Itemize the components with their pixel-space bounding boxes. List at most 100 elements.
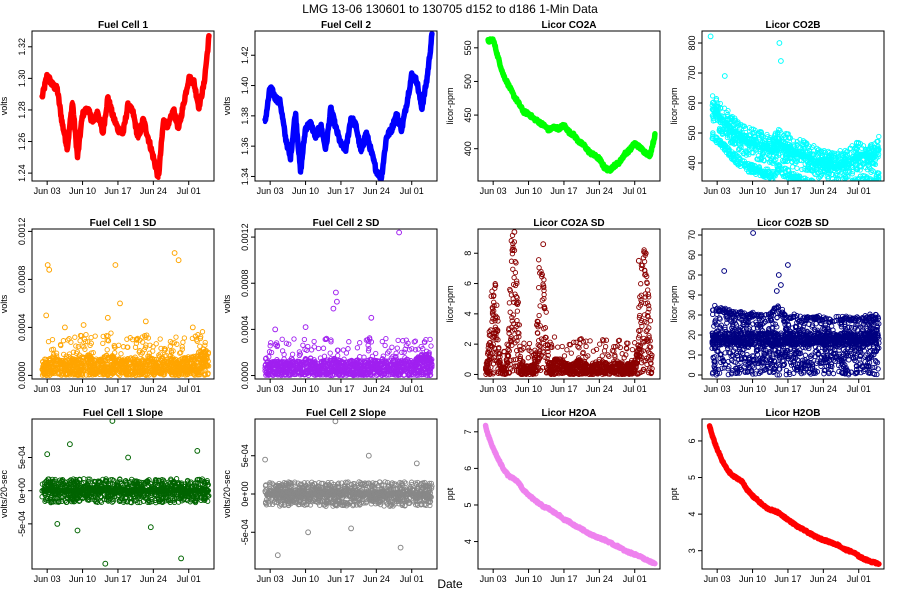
data-point — [837, 192, 841, 196]
data-point — [384, 350, 391, 356]
data-point — [311, 362, 317, 368]
data-point — [97, 365, 104, 372]
data-point — [546, 127, 551, 133]
data-point — [395, 337, 401, 344]
data-point — [490, 293, 497, 299]
data-point — [731, 136, 737, 142]
data-point — [769, 176, 775, 181]
data-point — [60, 338, 67, 344]
data-point — [205, 371, 211, 377]
data-point — [426, 364, 433, 370]
data-point — [384, 134, 389, 140]
data-point — [336, 362, 343, 368]
data-point — [423, 352, 429, 358]
data-point — [136, 136, 141, 141]
data-point — [746, 132, 753, 138]
data-point — [102, 361, 108, 367]
data-point — [617, 160, 622, 165]
data-point — [113, 363, 119, 370]
data-point — [104, 347, 110, 353]
data-point — [545, 348, 551, 355]
data-point — [80, 112, 85, 117]
data-point — [144, 366, 150, 372]
data-point — [751, 129, 757, 136]
data-point — [599, 353, 605, 359]
data-point — [807, 167, 813, 173]
data-point — [181, 335, 188, 341]
data-point — [750, 150, 756, 156]
y-tick-label: 1.30 — [17, 70, 27, 88]
data-point — [302, 357, 308, 363]
x-tick-label: Jun 10 — [515, 186, 542, 196]
data-point — [842, 173, 849, 180]
data-point — [854, 145, 860, 152]
data-point — [131, 369, 138, 375]
data-point — [773, 146, 779, 153]
data-point — [841, 186, 845, 190]
data-point — [99, 362, 105, 369]
data-point — [790, 138, 797, 144]
data-point — [510, 246, 516, 252]
data-point — [612, 163, 617, 168]
data-point — [504, 341, 510, 347]
data-point — [646, 306, 652, 312]
data-point — [368, 339, 375, 345]
data-point — [54, 357, 60, 363]
data-point — [592, 153, 597, 158]
data-point — [802, 139, 808, 145]
data-point — [359, 364, 365, 370]
data-point — [849, 157, 855, 163]
data-point — [424, 372, 431, 378]
data-point — [146, 361, 152, 368]
data-point — [116, 342, 122, 348]
data-point — [427, 357, 433, 363]
data-point — [837, 189, 841, 193]
y-axis-label: volts — [222, 294, 232, 313]
data-point — [202, 339, 208, 346]
y-tick-label: 400 — [687, 155, 697, 170]
data-point — [382, 342, 388, 349]
x-tick-label: Jun 24 — [586, 186, 613, 196]
data-point — [308, 121, 313, 126]
outlier-point — [333, 289, 339, 296]
data-point — [561, 353, 568, 359]
data-point — [143, 334, 149, 340]
outlier-point — [80, 322, 87, 328]
data-point — [374, 361, 380, 367]
data-point — [536, 119, 541, 125]
data-point — [566, 129, 572, 135]
data-point — [72, 334, 78, 340]
data-point — [840, 186, 844, 190]
data-point — [725, 144, 731, 151]
data-point — [784, 131, 790, 137]
data-point — [327, 350, 333, 356]
data-point — [84, 353, 91, 359]
data-point — [318, 122, 323, 128]
data-point — [404, 101, 409, 106]
data-point — [141, 117, 146, 122]
x-tick-label: Jun 17 — [327, 384, 354, 394]
data-point — [340, 372, 346, 379]
data-point — [876, 133, 882, 140]
data-point — [91, 361, 98, 367]
series-fuel-cell-2-sd — [262, 229, 435, 379]
data-point — [288, 355, 295, 362]
data-point — [137, 348, 143, 354]
data-point — [862, 179, 868, 181]
data-point — [820, 149, 826, 155]
data-point — [858, 154, 864, 160]
data-point — [65, 145, 70, 150]
data-point — [168, 349, 175, 356]
data-point — [857, 167, 863, 173]
data-point — [286, 363, 293, 370]
data-point — [736, 126, 743, 132]
data-point — [715, 137, 722, 143]
data-point — [817, 169, 824, 175]
x-tick-label: Jul 01 — [847, 186, 871, 196]
data-point — [416, 361, 423, 367]
data-point — [45, 338, 52, 345]
data-point — [420, 358, 426, 364]
data-point — [420, 366, 427, 372]
